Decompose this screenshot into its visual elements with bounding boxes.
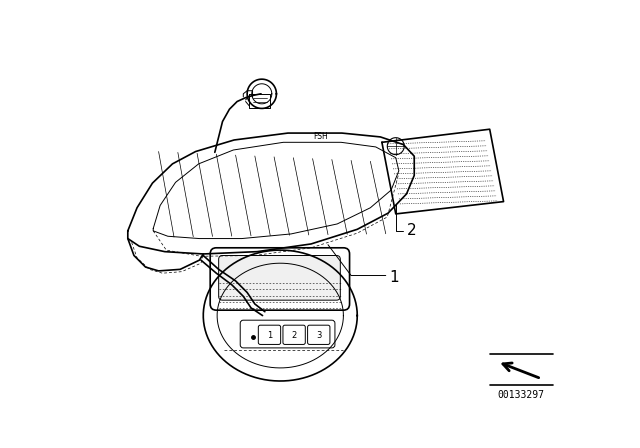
Text: 1: 1 (390, 270, 399, 284)
FancyBboxPatch shape (259, 325, 281, 345)
FancyBboxPatch shape (219, 255, 340, 300)
FancyBboxPatch shape (210, 248, 349, 310)
FancyBboxPatch shape (240, 320, 335, 348)
Text: 1: 1 (267, 331, 272, 340)
Text: 2: 2 (291, 331, 297, 340)
Text: 2: 2 (407, 224, 417, 238)
Text: FSH: FSH (313, 132, 328, 141)
Text: 3: 3 (316, 331, 321, 340)
FancyBboxPatch shape (283, 325, 305, 345)
Text: 00133297: 00133297 (498, 390, 545, 400)
FancyBboxPatch shape (308, 325, 330, 345)
